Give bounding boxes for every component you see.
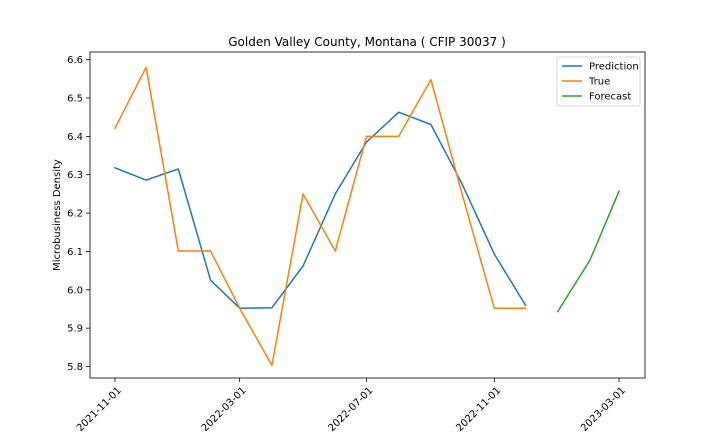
- series-line-true: [113, 66, 527, 367]
- y-tick-label: 5.8: [67, 362, 83, 373]
- series-line-forecast: [556, 190, 621, 313]
- legend: Prediction True Forecast: [556, 56, 641, 107]
- plot-frame: [89, 51, 646, 379]
- y-axis: 5.8 5.9 6.0 6.1 6.2 6.3 6.4 6.5 6.6: [67, 55, 90, 373]
- y-tick-label: 6.6: [67, 55, 83, 66]
- chart-title: Golden Valley County, Montana ( CFIP 300…: [228, 35, 506, 49]
- legend-box: [556, 56, 641, 107]
- y-tick-label: 6.0: [67, 285, 83, 296]
- y-tick-label: 6.5: [67, 94, 83, 105]
- series-layer: [113, 66, 621, 367]
- y-tick-label: 6.3: [67, 170, 83, 181]
- y-tick-label: 6.2: [67, 209, 83, 220]
- y-tick-label: 6.1: [67, 247, 83, 258]
- y-axis-label: Microbusiness Density: [52, 159, 63, 271]
- legend-label-forecast: Forecast: [589, 92, 631, 103]
- legend-label-true: True: [588, 77, 610, 88]
- y-tick-label: 6.4: [67, 132, 83, 143]
- legend-label-prediction: Prediction: [589, 62, 639, 73]
- y-tick-label: 5.9: [67, 324, 83, 335]
